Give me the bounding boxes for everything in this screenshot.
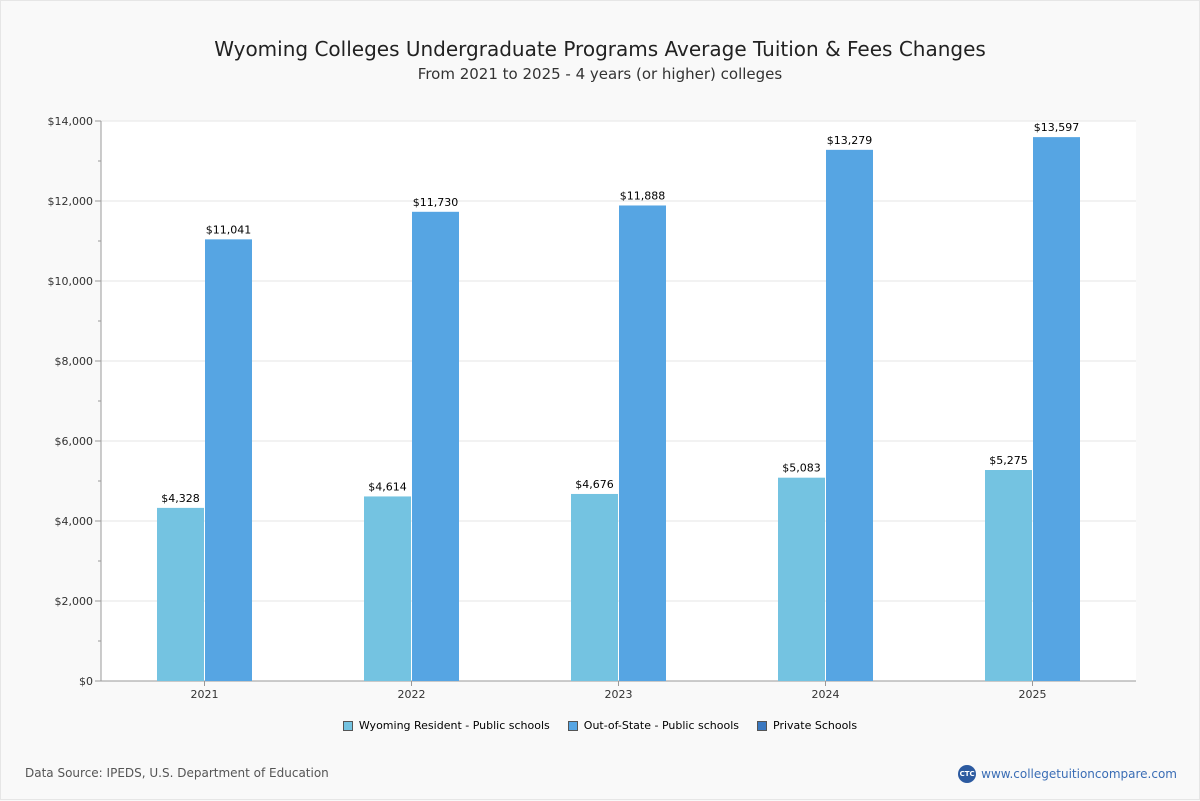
bar-value-label: $5,275: [989, 454, 1028, 467]
bar-value-label: $11,888: [620, 189, 666, 202]
site-link[interactable]: CTC www.collegetuitioncompare.com: [958, 765, 1177, 783]
x-tick-label: 2025: [1019, 688, 1047, 701]
y-tick-label: $14,000: [48, 115, 94, 128]
y-tick-label: $2,000: [55, 595, 94, 608]
bar-value-label: $11,730: [413, 196, 459, 209]
bar: [571, 493, 618, 681]
bar-value-label: $11,041: [206, 223, 252, 236]
bar: [985, 470, 1032, 681]
site-url[interactable]: www.collegetuitioncompare.com: [981, 767, 1177, 781]
legend-label-private: Private Schools: [773, 719, 858, 732]
bar-value-label: $13,279: [827, 134, 873, 147]
bar: [1033, 137, 1080, 681]
bar-value-label: $5,083: [782, 462, 821, 475]
bar: [778, 477, 825, 681]
x-tick-label: 2021: [191, 688, 219, 701]
legend: Wyoming Resident - Public schools Out-of…: [1, 719, 1199, 732]
bar: [412, 211, 459, 682]
legend-item-out-of-state[interactable]: Out-of-State - Public schools: [567, 719, 739, 732]
site-logo-icon: CTC: [958, 765, 977, 783]
y-tick-label: $8,000: [55, 355, 94, 368]
x-tick-label: 2022: [398, 688, 426, 701]
chart-title: Wyoming Colleges Undergraduate Programs …: [214, 37, 986, 61]
bar: [157, 507, 204, 681]
bar-value-label: $4,614: [368, 480, 407, 493]
bar: [364, 496, 411, 681]
legend-swatch-out-of-state: [567, 720, 578, 731]
legend-item-private[interactable]: Private Schools: [757, 719, 857, 732]
bar: [619, 205, 666, 682]
x-tick-label: 2024: [812, 688, 840, 701]
y-tick-label: $12,000: [48, 195, 94, 208]
bar-value-label: $4,328: [161, 492, 200, 505]
y-tick-label: $10,000: [48, 275, 94, 288]
bar: [205, 239, 252, 682]
y-tick-label: $4,000: [55, 515, 94, 528]
y-tick-label: $6,000: [55, 435, 94, 448]
legend-item-resident[interactable]: Wyoming Resident - Public schools: [342, 719, 550, 732]
x-tick-label: 2023: [605, 688, 633, 701]
legend-label-out-of-state: Out-of-State - Public schools: [583, 719, 739, 732]
bar-value-label: $13,597: [1034, 121, 1080, 134]
legend-swatch-private: [757, 720, 767, 731]
data-source-note: Data Source: IPEDS, U.S. Department of E…: [25, 766, 329, 780]
bar-value-label: $4,676: [575, 478, 614, 491]
bar: [826, 149, 873, 682]
legend-swatch-resident: [342, 720, 353, 731]
plot-area: [101, 121, 1136, 681]
chart-subtitle: From 2021 to 2025 - 4 years (or higher) …: [417, 65, 783, 83]
legend-label-resident: Wyoming Resident - Public schools: [358, 719, 550, 732]
y-tick-label: $0: [79, 675, 93, 688]
